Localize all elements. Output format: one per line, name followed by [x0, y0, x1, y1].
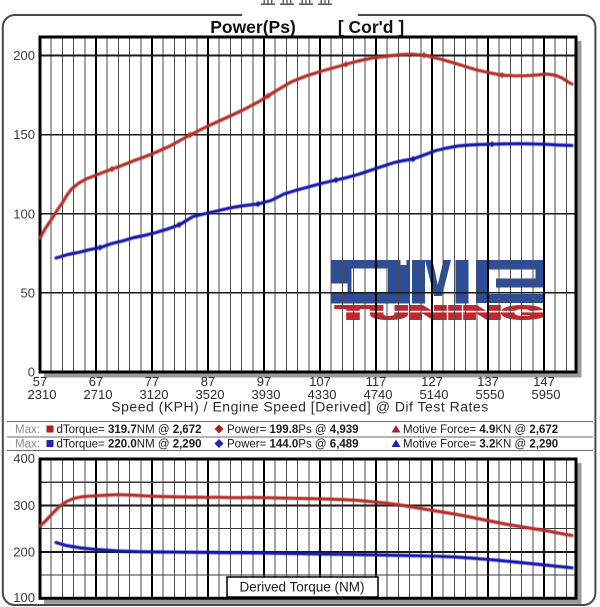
svg-text:5550: 5550 [476, 387, 505, 402]
svg-text:Power= 199.8Ps @ 4,939: Power= 199.8Ps @ 4,939 [227, 424, 359, 436]
svg-text:2710: 2710 [84, 387, 113, 402]
svg-text:5950: 5950 [532, 387, 561, 402]
svg-text:Motive Force= 3.2KN @ 2,290: Motive Force= 3.2KN @ 2,290 [403, 439, 558, 451]
svg-text:Max:: Max: [15, 439, 40, 451]
svg-text:57: 57 [33, 374, 47, 389]
svg-text:dTorque= 220.0NM @ 2,290: dTorque= 220.0NM @ 2,290 [57, 439, 202, 451]
svg-text:5140: 5140 [420, 387, 449, 402]
svg-text:200: 200 [13, 545, 35, 560]
svg-text:Power(Ps): Power(Ps) [210, 17, 296, 37]
svg-text:400: 400 [13, 451, 35, 466]
svg-text:87: 87 [201, 374, 215, 389]
svg-text:200: 200 [13, 48, 35, 63]
svg-text:137: 137 [477, 374, 499, 389]
svg-text:300: 300 [13, 498, 35, 513]
svg-text:67: 67 [89, 374, 103, 389]
svg-text:127: 127 [421, 374, 443, 389]
svg-text:Derived Torque (NM): Derived Torque (NM) [239, 580, 364, 595]
svg-text:TUNING: TUNING [337, 302, 544, 323]
svg-text:Speed (KPH) / Engine Speed [De: Speed (KPH) / Engine Speed [Derived] @ D… [111, 399, 488, 415]
svg-text:97: 97 [257, 374, 271, 389]
svg-text:dTorque= 319.7NM @ 2,672: dTorque= 319.7NM @ 2,672 [57, 424, 202, 436]
svg-text:50: 50 [21, 286, 35, 301]
svg-text:Max:: Max: [15, 424, 40, 436]
svg-text:Power= 144.0Ps @ 6,489: Power= 144.0Ps @ 6,489 [227, 439, 359, 451]
svg-text:100: 100 [13, 206, 35, 221]
svg-text:117: 117 [366, 374, 387, 389]
svg-text:Motive Force= 4.9KN @ 2,672: Motive Force= 4.9KN @ 2,672 [403, 424, 558, 436]
svg-text:3120: 3120 [140, 387, 169, 402]
svg-text:2310: 2310 [28, 387, 57, 402]
svg-text:4740: 4740 [364, 387, 393, 402]
svg-text:107: 107 [309, 374, 331, 389]
svg-text:4330: 4330 [308, 387, 337, 402]
svg-text:147: 147 [533, 374, 555, 389]
svg-text:[ Cor'd ]: [ Cor'd ] [338, 17, 404, 37]
svg-text:0: 0 [28, 365, 35, 380]
svg-text:100: 100 [13, 590, 35, 605]
svg-text:3520: 3520 [196, 387, 225, 402]
svg-text:3930: 3930 [252, 387, 281, 402]
svg-text:150: 150 [13, 127, 35, 142]
svg-text:77: 77 [145, 374, 159, 389]
